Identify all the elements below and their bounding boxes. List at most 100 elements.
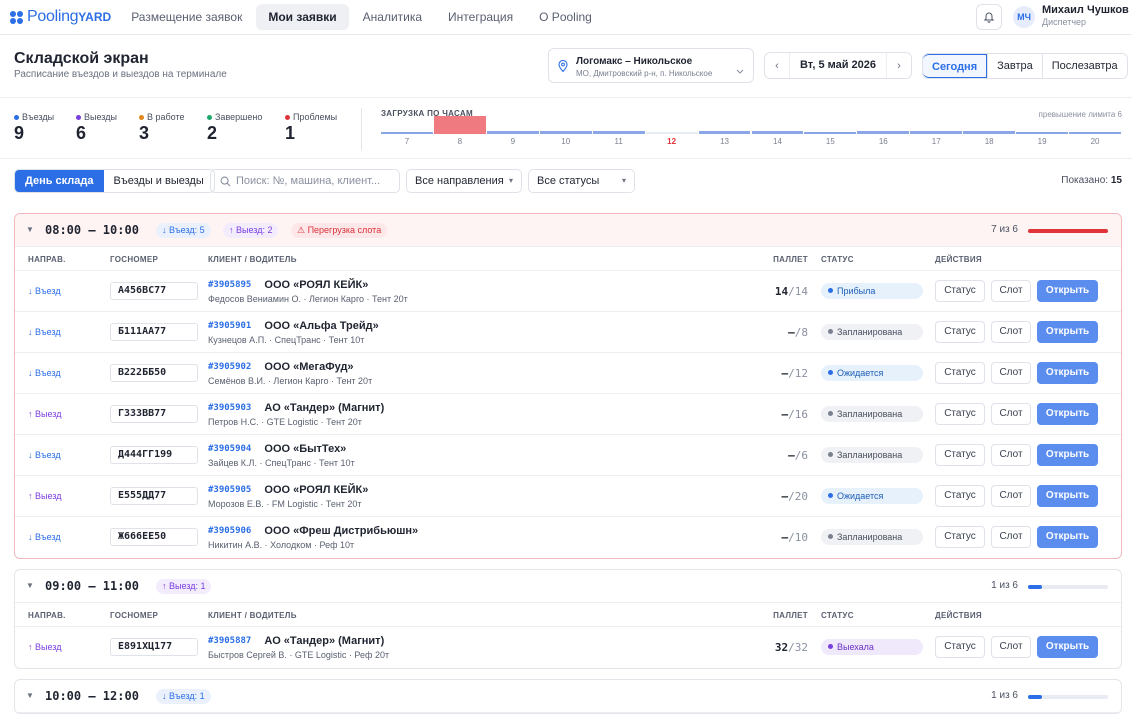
hour-bar (1069, 132, 1121, 134)
slot-button[interactable]: Слот (991, 444, 1031, 466)
order-link[interactable]: #3905903 (208, 403, 252, 413)
status-dot (828, 288, 833, 293)
hour-column: 13 (698, 118, 751, 156)
slot-button[interactable]: Слот (991, 636, 1031, 658)
hour-label: 7 (404, 137, 410, 146)
status-filter[interactable]: Все статусы ▾ (528, 169, 635, 193)
slot-button[interactable]: Слот (991, 280, 1031, 302)
open-button[interactable]: Открыть (1037, 280, 1098, 302)
slot-badge: ↓ Въезд: 5 (156, 223, 211, 238)
collapse-triangle-icon[interactable]: ▼ (26, 581, 34, 590)
order-link[interactable]: #3905902 (208, 362, 252, 372)
table-row: ↓ Въезд Б111АА77 #3905901 ООО «Альфа Трейд»… (15, 312, 1121, 353)
open-button[interactable]: Открыть (1037, 321, 1098, 343)
slot-progress (1028, 229, 1108, 233)
stat-dot (207, 114, 212, 120)
hourly-load-title: ЗАГРУЗКА ПО ЧАСАМ (381, 109, 473, 118)
collapse-triangle-icon[interactable]: ▼ (26, 225, 34, 234)
order-link[interactable]: #3905904 (208, 444, 252, 454)
view-tab[interactable]: Въезды и выезды (113, 175, 204, 187)
search-input[interactable] (236, 170, 396, 192)
column-header-pallets: ПАЛЛЕТ (773, 611, 808, 620)
client-name: ООО «Альфа Трейд» (264, 320, 379, 332)
slot-header[interactable]: ▼ 10:00 – 12:00 ↓ Въезд: 1 1 из 6 (15, 680, 1121, 713)
status-text: Прибыла (837, 286, 876, 296)
order-link[interactable]: #3905895 (208, 280, 252, 290)
order-link[interactable]: #3905906 (208, 526, 252, 536)
open-button[interactable]: Открыть (1037, 362, 1098, 384)
view-tab[interactable]: День склада (15, 170, 104, 192)
location-select[interactable]: Логомакс – Никольское МО, Дмитровский р-… (548, 48, 754, 83)
stat-dot (285, 114, 290, 120)
next-day-icon[interactable]: › (897, 59, 901, 72)
status-button[interactable]: Статус (935, 526, 985, 548)
user-info[interactable]: Михаил Чушков Диспетчер (1042, 4, 1129, 27)
pallets-value: —/10 (782, 531, 809, 544)
status-button[interactable]: Статус (935, 280, 985, 302)
status-dot (828, 534, 833, 539)
slot-button[interactable]: Слот (991, 321, 1031, 343)
status-badge: Запланирована (821, 324, 923, 340)
nav-item[interactable]: Размещение заявок (131, 10, 243, 24)
slot-button[interactable]: Слот (991, 362, 1031, 384)
nav-item[interactable]: Мои заявки (256, 4, 349, 30)
current-date[interactable]: Вт, 5 май 2026 (789, 53, 887, 78)
plate-number: Е555ДД77 (110, 487, 198, 505)
pallets-value: —/8 (788, 326, 808, 339)
hour-bar (963, 131, 1016, 134)
nav-item[interactable]: Аналитика (362, 10, 423, 24)
table-row: ↓ Въезд Д444ГГ199 #3905904 ООО «БытТех» Зайц… (15, 435, 1121, 476)
open-button[interactable]: Открыть (1037, 403, 1098, 425)
direction-label: ↓ Въезд (28, 368, 61, 378)
driver-info: Быстров Сергей В. · GTE Logistic · Реф 2… (208, 650, 390, 660)
user-name: Михаил Чушков (1042, 4, 1129, 16)
hour-bar (698, 131, 751, 134)
avatar[interactable]: МЧ (1013, 6, 1035, 28)
hour-label: 8 (457, 137, 463, 146)
status-button[interactable]: Статус (935, 403, 985, 425)
status-button[interactable]: Статус (935, 321, 985, 343)
order-link[interactable]: #3905887 (208, 636, 252, 646)
status-dot (828, 493, 833, 498)
stat-label-text: Проблемы (293, 112, 338, 122)
direction-filter[interactable]: Все направления ▾ (406, 169, 522, 193)
day-button[interactable]: Завтра (987, 54, 1042, 78)
hour-column: 18 (963, 118, 1016, 156)
search-box (210, 169, 400, 193)
client-name: АО «Тандер» (Магнит) (264, 635, 385, 647)
order-link[interactable]: #3905905 (208, 485, 252, 495)
slot-progress (1028, 695, 1108, 699)
prev-day-icon[interactable]: ‹ (775, 59, 779, 72)
slot-button[interactable]: Слот (991, 526, 1031, 548)
status-button[interactable]: Статус (935, 485, 985, 507)
open-button[interactable]: Открыть (1037, 526, 1098, 548)
plate-number: Д444ГГ199 (110, 446, 198, 464)
status-button[interactable]: Статус (935, 636, 985, 658)
client-name: ООО «МегаФуд» (264, 361, 354, 373)
status-button[interactable]: Статус (935, 444, 985, 466)
slot-time: 09:00 – 11:00 (45, 579, 139, 593)
plate-number: Г333ВВ77 (110, 405, 198, 423)
direction-label: ↑ Выезд (28, 491, 62, 501)
logo[interactable]: PoolingYARD (10, 8, 111, 26)
slot-button[interactable]: Слот (991, 403, 1031, 425)
collapse-triangle-icon[interactable]: ▼ (26, 691, 34, 700)
nav-item[interactable]: Интеграция (448, 10, 514, 24)
open-button[interactable]: Открыть (1037, 444, 1098, 466)
day-button[interactable]: Послезавтра (1041, 54, 1127, 78)
slot-header[interactable]: ▼ 09:00 – 11:00 ↑ Выезд: 1 1 из 6 (15, 570, 1121, 603)
status-button[interactable]: Статус (935, 362, 985, 384)
nav-item[interactable]: О Pooling (539, 10, 592, 24)
slot-button[interactable]: Слот (991, 485, 1031, 507)
notifications-bell-icon[interactable] (976, 4, 1002, 30)
slot-badge: ⚠ Перегрузка слота (291, 223, 388, 238)
order-link[interactable]: #3905901 (208, 321, 252, 331)
open-button[interactable]: Открыть (1037, 636, 1098, 658)
open-button[interactable]: Открыть (1037, 485, 1098, 507)
hour-bar (804, 132, 857, 134)
search-icon (220, 176, 231, 190)
day-button[interactable]: Сегодня (923, 54, 988, 78)
slot-header[interactable]: ▼ 08:00 – 10:00 ↓ Въезд: 5 ↑ Выезд: 2 ⚠ Пере… (15, 214, 1121, 247)
page-header: Складской экран Расписание въездов и вые… (0, 36, 1132, 96)
plate-number: Б111АА77 (110, 323, 198, 341)
